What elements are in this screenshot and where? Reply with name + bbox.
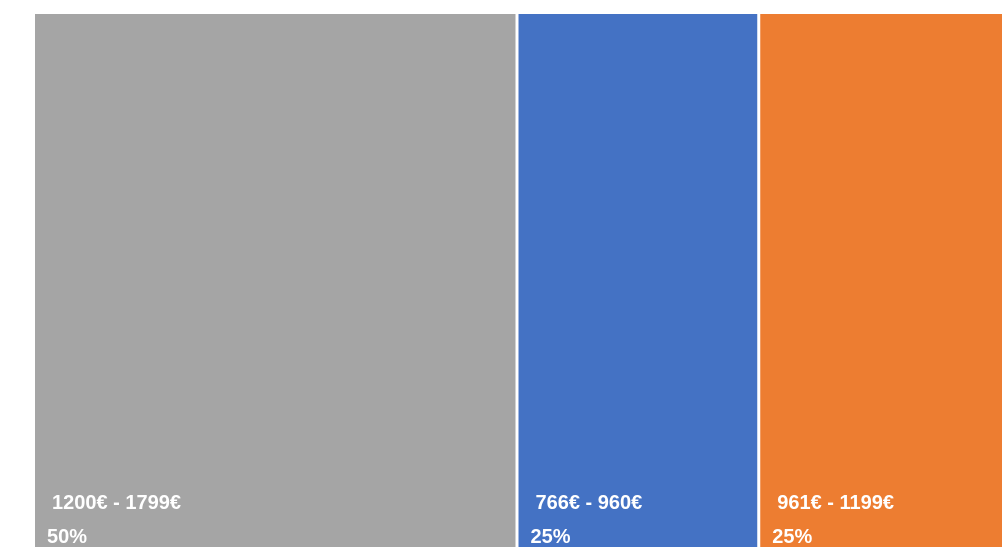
tile-category-label: 1200€ - 1799€ (52, 492, 181, 514)
tile-percent-label: 25% (531, 526, 571, 547)
treemap-tile-2 (518, 14, 758, 547)
tile-percent-label: 50% (47, 526, 87, 547)
tile-category-label: 766€ - 960€ (536, 492, 643, 514)
tile-category-label: 961€ - 1199€ (777, 492, 894, 514)
tile-percent-label: 25% (772, 526, 812, 547)
treemap-tile-1 (35, 14, 516, 547)
treemap-tile-3 (760, 14, 1002, 547)
